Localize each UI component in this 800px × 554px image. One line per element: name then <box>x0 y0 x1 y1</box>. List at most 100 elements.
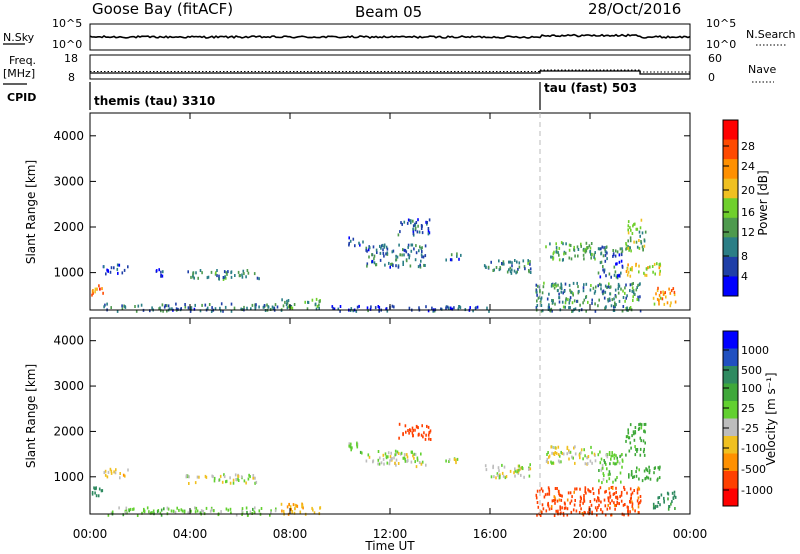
data-cell <box>411 431 414 435</box>
data-cell <box>633 489 635 492</box>
data-cell <box>609 292 611 296</box>
data-cell <box>602 472 605 476</box>
data-cell <box>456 457 459 461</box>
data-cell <box>249 510 252 514</box>
power-yaxis: 1000 2000 3000 4000 <box>53 129 690 280</box>
data-cell <box>631 502 634 506</box>
data-cell <box>448 458 451 462</box>
data-cell <box>582 289 585 293</box>
data-cell <box>418 230 421 234</box>
data-cell <box>197 276 199 280</box>
data-cell <box>397 265 400 269</box>
data-cell <box>615 490 617 494</box>
data-cell <box>284 300 286 304</box>
data-cell <box>401 222 403 226</box>
data-cell <box>400 221 402 225</box>
data-cell <box>407 253 410 257</box>
data-cell <box>628 246 631 250</box>
data-cell <box>225 271 228 275</box>
data-cell <box>219 474 222 478</box>
data-cell <box>248 473 250 477</box>
data-cell <box>403 453 406 457</box>
data-cell <box>582 513 585 517</box>
data-cell <box>608 487 610 491</box>
data-cell <box>620 499 623 503</box>
data-cell <box>497 466 500 470</box>
data-cell <box>551 255 554 259</box>
data-cell <box>603 459 605 462</box>
data-cell <box>661 297 664 301</box>
data-cell <box>610 454 613 458</box>
data-cell <box>382 251 385 255</box>
data-cell <box>618 253 621 257</box>
data-cell <box>529 260 531 264</box>
data-cell <box>95 494 98 498</box>
data-cell <box>420 452 422 456</box>
data-cell <box>165 304 168 308</box>
data-cell <box>431 306 433 310</box>
data-cell <box>563 290 566 293</box>
data-cell <box>449 306 452 310</box>
data-cell <box>604 490 606 494</box>
data-cell <box>631 268 633 272</box>
data-cell <box>97 494 100 498</box>
data-cell <box>648 465 650 469</box>
data-cell <box>585 282 588 286</box>
data-cell <box>616 250 619 254</box>
freq-tick-low: 8 <box>68 71 75 84</box>
data-cell <box>642 439 645 443</box>
yaxis-tick-label: 4000 <box>53 129 84 143</box>
data-cell <box>557 489 560 493</box>
data-cell <box>613 456 616 460</box>
data-cell <box>222 278 225 281</box>
data-cell <box>614 507 616 511</box>
data-cell <box>171 307 173 311</box>
data-cell <box>638 426 641 430</box>
data-cell <box>373 257 375 261</box>
data-cell <box>379 456 381 460</box>
data-cell <box>184 305 187 309</box>
data-cell <box>639 447 642 451</box>
data-cell <box>356 305 359 309</box>
data-cell <box>474 307 477 310</box>
data-cell <box>545 509 548 513</box>
data-cell <box>492 269 494 272</box>
data-cell <box>395 258 398 262</box>
data-cell <box>606 507 609 511</box>
data-cell <box>591 451 593 455</box>
data-cell <box>573 490 575 494</box>
data-cell <box>368 255 370 259</box>
colorbar-tick-label: 25 <box>741 402 755 415</box>
data-cell <box>593 291 596 295</box>
data-cell <box>196 475 199 479</box>
data-cell <box>549 242 551 246</box>
colorbar-swatch <box>723 366 738 384</box>
data-cell <box>630 249 632 253</box>
data-cell <box>627 245 629 249</box>
data-cell <box>657 466 660 470</box>
data-cell <box>252 474 255 477</box>
data-cell <box>636 449 638 453</box>
data-cell <box>523 475 525 479</box>
data-cell <box>419 265 422 269</box>
nave-label: Nave <box>748 63 776 76</box>
data-cell <box>427 232 430 236</box>
data-cell <box>638 423 640 427</box>
data-cell <box>405 259 408 263</box>
data-cell <box>495 476 497 480</box>
data-cell <box>99 287 101 291</box>
data-cell <box>576 245 579 249</box>
data-cell <box>615 495 617 499</box>
data-cell <box>348 243 350 247</box>
data-cell <box>424 244 427 248</box>
data-cell <box>417 224 419 228</box>
data-cell <box>127 468 129 472</box>
data-cell <box>524 267 526 271</box>
data-cell <box>170 509 173 513</box>
data-cell <box>673 494 676 498</box>
data-cell <box>399 253 401 257</box>
data-cell <box>572 456 574 460</box>
data-cell <box>600 500 602 504</box>
data-cell <box>149 511 152 515</box>
data-cell <box>414 258 417 262</box>
